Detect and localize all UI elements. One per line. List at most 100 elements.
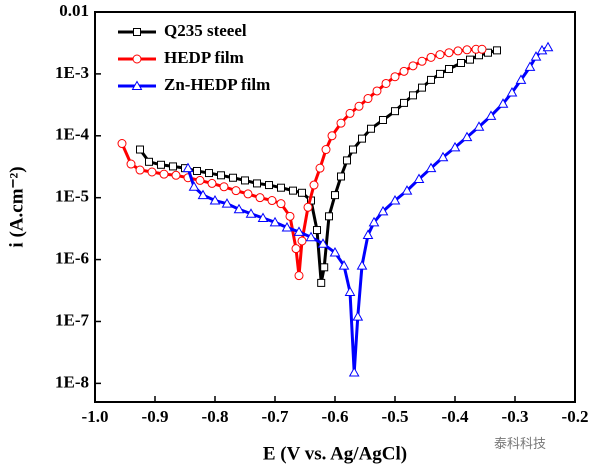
marker bbox=[229, 173, 237, 182]
x-tick-label: -0.3 bbox=[502, 407, 529, 426]
legend-label: Zn-HEDP film bbox=[164, 75, 270, 94]
marker bbox=[117, 139, 127, 149]
marker bbox=[515, 74, 527, 84]
marker bbox=[352, 311, 364, 321]
marker bbox=[293, 226, 305, 236]
marker bbox=[147, 167, 157, 177]
marker bbox=[195, 175, 205, 185]
marker bbox=[461, 131, 473, 142]
plot-frame bbox=[94, 11, 576, 403]
marker bbox=[131, 80, 143, 90]
marker bbox=[391, 107, 399, 116]
marker bbox=[337, 172, 345, 181]
marker bbox=[367, 124, 375, 133]
x-tick-label: -1.0 bbox=[82, 407, 109, 426]
y-tick-label: 1E-8 bbox=[55, 372, 89, 391]
marker bbox=[377, 205, 389, 216]
marker bbox=[126, 159, 136, 169]
x-tick-label: -0.8 bbox=[202, 407, 229, 426]
marker bbox=[409, 91, 417, 100]
marker bbox=[205, 169, 213, 178]
marker bbox=[245, 208, 257, 218]
marker bbox=[255, 193, 265, 203]
marker bbox=[159, 169, 169, 179]
x-tick-label: -0.9 bbox=[142, 407, 169, 426]
y-tick-label: 0.01 bbox=[59, 1, 89, 20]
marker bbox=[265, 181, 273, 190]
marker bbox=[291, 244, 301, 254]
marker bbox=[368, 216, 380, 227]
y-tick-label: 1E-7 bbox=[55, 310, 90, 329]
marker bbox=[157, 160, 165, 169]
marker bbox=[285, 211, 295, 221]
marker bbox=[524, 61, 536, 71]
marker bbox=[444, 48, 454, 58]
marker bbox=[217, 171, 225, 180]
marker bbox=[294, 271, 304, 281]
marker bbox=[530, 51, 542, 61]
x-tick-label: -0.7 bbox=[262, 407, 289, 426]
marker bbox=[343, 156, 351, 165]
marker bbox=[133, 28, 141, 36]
marker bbox=[349, 145, 357, 154]
marker bbox=[354, 101, 364, 111]
marker bbox=[542, 41, 554, 52]
marker bbox=[281, 221, 293, 232]
x-tick-label: -0.2 bbox=[562, 407, 589, 426]
legend-label: HEDP film bbox=[164, 48, 244, 67]
marker bbox=[345, 108, 355, 118]
y-tick-label: 1E-4 bbox=[55, 125, 90, 144]
marker bbox=[297, 236, 307, 246]
marker bbox=[303, 202, 313, 212]
marker bbox=[399, 66, 409, 76]
marker bbox=[348, 366, 360, 377]
marker bbox=[390, 72, 400, 82]
marker bbox=[182, 162, 194, 173]
marker bbox=[506, 87, 518, 97]
marker bbox=[171, 170, 181, 180]
marker bbox=[188, 181, 200, 191]
marker bbox=[277, 183, 285, 192]
marker bbox=[233, 203, 245, 214]
marker bbox=[473, 121, 485, 131]
marker bbox=[462, 45, 472, 55]
marker bbox=[135, 165, 145, 175]
marker bbox=[317, 278, 326, 287]
marker bbox=[362, 229, 374, 239]
marker bbox=[169, 162, 177, 171]
marker bbox=[400, 98, 408, 107]
marker bbox=[426, 52, 436, 62]
marker bbox=[276, 199, 286, 209]
y-tick-label: 1E-6 bbox=[55, 248, 89, 267]
marker bbox=[289, 186, 297, 195]
marker bbox=[219, 182, 229, 192]
marker bbox=[379, 115, 387, 124]
marker bbox=[269, 216, 281, 227]
marker bbox=[197, 189, 209, 200]
marker bbox=[317, 238, 329, 248]
watermark: 泰科科技 bbox=[494, 436, 546, 451]
marker bbox=[408, 61, 418, 71]
x-tick-label: -0.5 bbox=[382, 407, 409, 426]
marker bbox=[253, 179, 261, 188]
marker bbox=[363, 94, 373, 104]
marker bbox=[257, 212, 269, 222]
legend-label: Q235 steeel bbox=[164, 21, 247, 40]
marker bbox=[305, 231, 317, 242]
marker bbox=[209, 194, 221, 205]
marker bbox=[453, 46, 463, 56]
marker bbox=[136, 145, 144, 154]
marker bbox=[231, 186, 241, 196]
marker bbox=[207, 178, 217, 188]
marker bbox=[445, 64, 453, 73]
y-axis-label: i (A.cm⁻²) bbox=[6, 166, 27, 247]
marker bbox=[418, 83, 426, 92]
marker bbox=[298, 188, 306, 197]
marker bbox=[315, 163, 325, 173]
marker bbox=[425, 162, 437, 173]
marker bbox=[338, 260, 350, 270]
x-tick-label: -0.4 bbox=[442, 407, 469, 426]
y-tick-label: 1E-3 bbox=[55, 63, 89, 82]
marker bbox=[437, 151, 449, 162]
